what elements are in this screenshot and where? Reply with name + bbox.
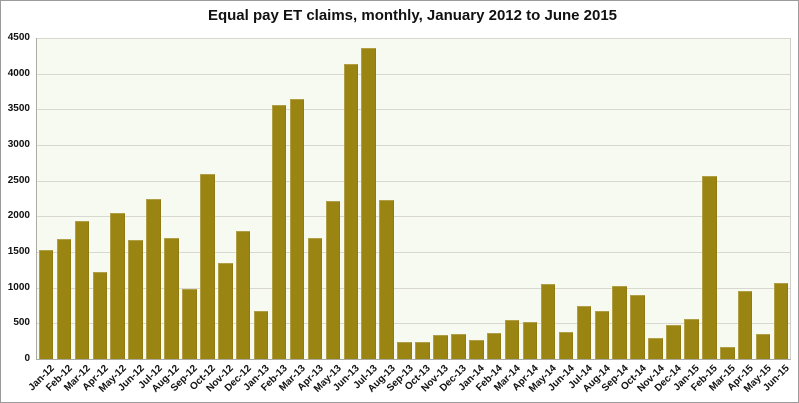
y-tick-label-500: 500 — [13, 317, 30, 329]
bar-jan-15 — [684, 319, 699, 359]
bar-jan-14 — [469, 340, 484, 359]
y-tick-label-1500: 1500 — [7, 246, 30, 257]
bar-mar-12 — [74, 221, 90, 359]
bar-jul-13 — [361, 48, 376, 359]
gridline-2000 — [37, 216, 790, 218]
bar-jun-12 — [128, 239, 143, 359]
bar-apr-12 — [92, 271, 107, 359]
bar-jul-14 — [576, 305, 592, 359]
bar-dec-12 — [235, 230, 251, 359]
bar-nov-14 — [648, 337, 663, 359]
bar-jan-12 — [38, 249, 54, 359]
bar-jun-13 — [343, 64, 358, 359]
bar-jun-14 — [558, 331, 574, 359]
bar-feb-14 — [486, 333, 502, 359]
plot-area — [36, 38, 791, 360]
bar-dec-13 — [451, 334, 466, 359]
bar-dec-14 — [666, 324, 681, 359]
y-tick-label-2000: 2000 — [7, 210, 30, 222]
chart-title: Equal pay ET claims, monthly, January 20… — [207, 7, 618, 24]
bar-may-13 — [325, 200, 341, 359]
bar-feb-12 — [56, 239, 72, 359]
bar-mar-15 — [720, 346, 735, 359]
bar-jan-13 — [253, 310, 269, 359]
gridline-4000 — [37, 73, 790, 75]
y-tick-label-3000: 3000 — [7, 139, 30, 150]
bar-may-14 — [540, 284, 556, 359]
y-tick-label-4000: 4000 — [7, 67, 30, 79]
y-tick-label-3500: 3500 — [7, 103, 30, 115]
bar-feb-15 — [702, 175, 717, 359]
bar-apr-14 — [522, 321, 538, 359]
bar-sep-14 — [612, 286, 627, 359]
y-tick-label-2500: 2500 — [7, 174, 30, 186]
bar-aug-14 — [594, 310, 609, 359]
bar-nov-12 — [218, 263, 233, 359]
bar-oct-12 — [200, 173, 215, 359]
y-tick-label-1000: 1000 — [7, 281, 30, 293]
gridline-1500 — [37, 252, 790, 253]
bar-may-12 — [110, 213, 125, 359]
gridline-1000 — [37, 287, 790, 289]
bar-mar-13 — [289, 98, 305, 359]
bar-apr-13 — [307, 237, 323, 359]
bar-nov-13 — [433, 335, 448, 359]
bar-jul-12 — [146, 199, 161, 359]
y-tick-label-4500: 4500 — [7, 32, 30, 43]
bar-may-15 — [755, 334, 771, 359]
bar-jun-15 — [773, 283, 789, 359]
bar-aug-12 — [164, 238, 179, 359]
gridline-2500 — [37, 180, 790, 182]
bar-sep-12 — [182, 289, 197, 359]
bar-mar-14 — [504, 319, 520, 359]
bar-oct-14 — [630, 294, 645, 359]
bar-apr-15 — [737, 290, 753, 359]
gridline-3000 — [37, 145, 790, 146]
bar-feb-13 — [271, 105, 287, 359]
bar-oct-13 — [415, 341, 430, 359]
bar-aug-13 — [379, 199, 394, 359]
gridline-500 — [37, 323, 790, 325]
y-tick-label-0: 0 — [24, 353, 30, 364]
gridline-3500 — [37, 109, 790, 111]
gridline-4500 — [37, 38, 790, 39]
bar-sep-13 — [397, 341, 412, 359]
